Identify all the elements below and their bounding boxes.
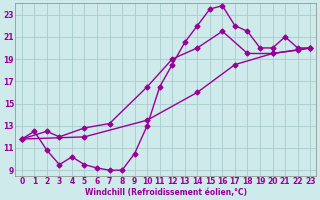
X-axis label: Windchill (Refroidissement éolien,°C): Windchill (Refroidissement éolien,°C): [85, 188, 247, 197]
